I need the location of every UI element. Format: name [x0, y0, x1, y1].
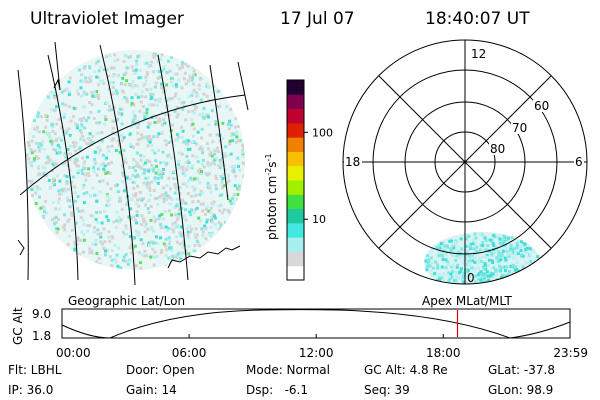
xtick-label: 00:00 [56, 346, 91, 360]
colorbar: 100 10 photon cm-2s-1 [264, 79, 333, 281]
coastline [167, 245, 241, 269]
altitude-curve [61, 309, 571, 339]
mlt-label-18: 18 [345, 155, 360, 169]
coastline [17, 239, 25, 256]
gain-status: Gain: 14 [126, 383, 177, 397]
latitude-line [54, 41, 61, 91]
gc-alt-status: GC Alt: 4.8 Re [364, 363, 448, 377]
apex-mlat-mlt-title: Apex MLat/MLT [422, 294, 512, 308]
colorbar-unit-label: photon cm-2s-1 [264, 153, 279, 240]
colorbar-swatch [287, 194, 304, 210]
colorbar-tick-label: 10 [312, 213, 326, 226]
polar-plot: 12 18 6 0 60 70 80 [342, 39, 588, 285]
colorbar-unit-exp1: -2 [264, 168, 273, 176]
ytick-1-8: 1.8 [32, 329, 51, 343]
colorbar-swatch [287, 251, 304, 267]
altitude-plot-frame [61, 308, 571, 339]
colorbar-swatch [287, 165, 304, 181]
xtick-label: 12:00 [299, 346, 334, 360]
meridian-line [47, 54, 79, 281]
mlt-label-12: 12 [471, 47, 486, 61]
mlt-label-0: 0 [467, 271, 475, 285]
colorbar-tick-label: 100 [312, 126, 333, 139]
colorbar-swatch [287, 180, 304, 195]
lat-lon-grid [17, 41, 249, 285]
lat-label-70: 70 [512, 121, 527, 135]
image-time: 18:40:07 UT [425, 9, 530, 29]
colorbar-frame [286, 79, 305, 281]
colorbar-swatch [287, 265, 304, 281]
geographic-lat-lon-title: Geographic Lat/Lon [68, 294, 185, 308]
geographic-image [17, 41, 249, 285]
meridian-line [237, 61, 249, 111]
latitude-line [19, 94, 246, 196]
glon-status: GLon: 98.9 [488, 383, 553, 397]
meridian-line [209, 64, 229, 201]
lat-label-60: 60 [534, 99, 549, 113]
filter-status: Flt: LBHL [8, 363, 62, 377]
altitude-ylabel: GC Alt [11, 307, 25, 345]
meridian-line [157, 54, 189, 281]
instrument-title: Ultraviolet Imager [30, 9, 184, 29]
door-status: Door: Open [126, 363, 195, 377]
colorbar-swatch [287, 137, 304, 152]
seq-status: Seq: 39 [364, 383, 410, 397]
ytick-9: 9.0 [32, 307, 51, 321]
colorbar-swatch [287, 151, 304, 167]
mlt-label-6: 6 [575, 155, 583, 169]
colorbar-unit-base: photon cm [265, 176, 279, 240]
mlt-diagonal [378, 75, 552, 249]
glat-status: GLat: -37.8 [488, 363, 555, 377]
colorbar-scale [287, 80, 304, 281]
colorbar-unit-mid: s [265, 161, 279, 167]
status-panel: Flt: LBHL IP: 36.0 Door: Open Gain: 14 M… [8, 363, 555, 397]
colorbar-swatch [287, 237, 304, 252]
altitude-plot: Geographic Lat/Lon Apex MLat/MLT GC Alt … [11, 294, 588, 360]
colorbar-swatch [287, 80, 304, 95]
xtick-label: 23:59 [553, 346, 588, 360]
image-date: 17 Jul 07 [280, 9, 355, 29]
colorbar-swatch [287, 208, 304, 224]
dsp-status: Dsp: -6.1 [246, 383, 308, 397]
colorbar-swatch [287, 122, 304, 138]
auroral-oval [424, 232, 543, 284]
colorbar-swatch [287, 108, 304, 124]
colorbar-unit-exp2: -1 [264, 153, 273, 161]
xtick-label: 18:00 [426, 346, 461, 360]
mode-status: Mode: Normal [246, 363, 330, 377]
meridian-line [17, 69, 29, 281]
orbit-arrow-icon [53, 78, 61, 91]
colorbar-swatch [287, 222, 304, 238]
meridian-line [99, 44, 136, 285]
xtick-label: 06:00 [172, 346, 207, 360]
lat-label-80: 80 [490, 142, 505, 156]
colorbar-swatch [287, 94, 304, 110]
emission-pixels [25, 52, 245, 270]
ip-status: IP: 36.0 [8, 383, 53, 397]
